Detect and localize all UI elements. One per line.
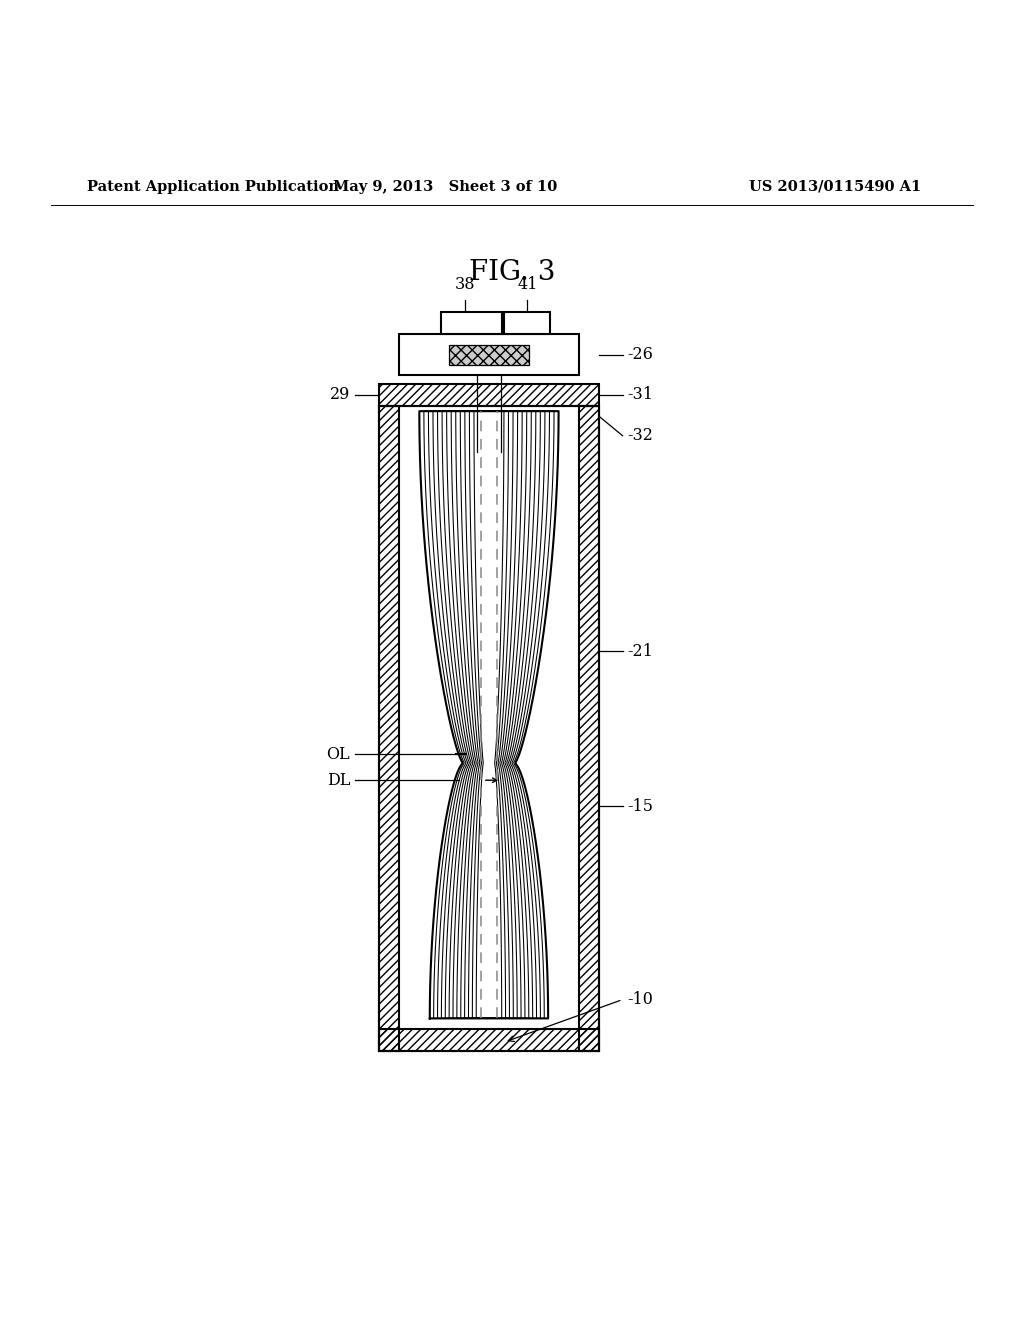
Bar (379, 384, 599, 407)
Text: -32: -32 (628, 428, 653, 445)
Bar (379, 1028, 599, 1051)
Text: DL: DL (327, 772, 350, 789)
Bar (440, 312, 502, 334)
Text: -31: -31 (628, 387, 653, 404)
Text: 29: 29 (330, 387, 350, 404)
Text: US 2013/0115490 A1: US 2013/0115490 A1 (750, 180, 922, 194)
Text: -15: -15 (628, 797, 653, 814)
Bar (399, 407, 579, 1028)
Text: OL: OL (327, 746, 350, 763)
Text: -21: -21 (628, 643, 653, 660)
Bar (379, 407, 399, 1051)
Bar (505, 312, 551, 334)
Text: FIG. 3: FIG. 3 (469, 260, 555, 286)
Bar (379, 407, 599, 1051)
Text: 38: 38 (455, 276, 475, 293)
Text: -10: -10 (628, 991, 653, 1008)
Text: May 9, 2013   Sheet 3 of 10: May 9, 2013 Sheet 3 of 10 (334, 180, 557, 194)
Text: -26: -26 (628, 346, 653, 363)
Bar (379, 1028, 599, 1051)
Bar (579, 407, 599, 1051)
Bar (379, 407, 399, 1051)
Text: Patent Application Publication: Patent Application Publication (87, 180, 339, 194)
Bar (449, 345, 529, 366)
Bar (379, 384, 599, 407)
Bar (399, 334, 579, 375)
Bar (579, 407, 599, 1051)
Text: 41: 41 (517, 276, 538, 293)
